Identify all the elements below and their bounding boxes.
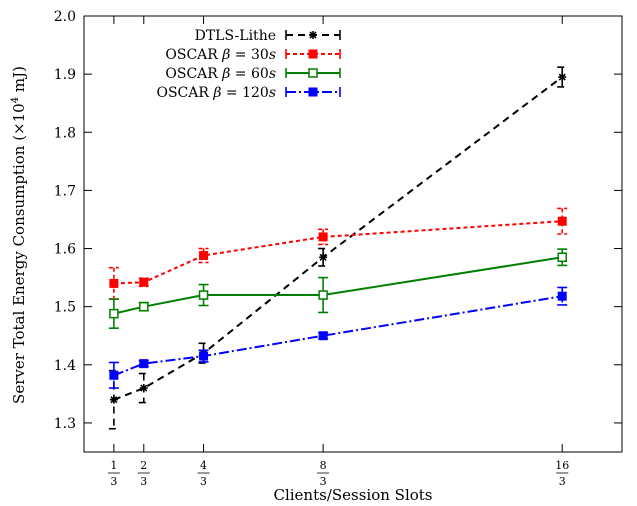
legend-label-beta: β xyxy=(212,85,221,101)
legend-label-unit: s xyxy=(269,66,276,82)
x-tick-denominator: 3 xyxy=(110,475,117,488)
star-marker xyxy=(309,31,317,39)
square-marker xyxy=(199,251,209,261)
star-marker xyxy=(139,384,148,393)
x-axis-title: Clients/Session Slots xyxy=(273,486,432,504)
square-marker xyxy=(318,331,328,341)
x-tick-numerator: 8 xyxy=(320,459,327,472)
square-marker xyxy=(139,277,149,287)
legend-label-2: OSCAR β = 60s xyxy=(165,66,276,82)
axis-ticks: 1.3 1.4 1.5 1.6 1.7 1.8 1.9 2.0 1 3 2 3 4 3 8 3 16 3 xyxy=(54,9,622,488)
y-axis-title: Server Total Energy Consumption (×104 mJ… xyxy=(10,66,28,404)
open-square-marker xyxy=(557,252,567,263)
star-marker-stroke xyxy=(309,31,317,39)
y-axis-title-suffix: mJ) xyxy=(10,66,28,97)
series-0 xyxy=(108,66,568,430)
x-tick-numerator: 1 xyxy=(110,459,117,472)
y-tick-label: 2.0 xyxy=(54,9,76,25)
legend-label-1: OSCAR β = 30s xyxy=(165,47,276,63)
x-tick-denominator: 3 xyxy=(140,475,147,488)
legend-label-value: = 120 xyxy=(221,85,268,101)
series-2 xyxy=(108,248,568,329)
y-tick-label: 1.9 xyxy=(54,67,76,83)
square-marker xyxy=(557,291,567,301)
series-line xyxy=(113,76,563,401)
legend-label-text: OSCAR xyxy=(165,66,222,82)
open-square-marker xyxy=(109,308,119,319)
y-axis-title-prefix: Server Total Energy Consumption (×10 xyxy=(10,103,28,404)
legend-label-beta: β xyxy=(221,66,230,82)
legend-label-unit: s xyxy=(269,47,276,63)
y-tick-label: 1.8 xyxy=(54,125,76,141)
star-marker-stroke xyxy=(140,384,148,392)
y-tick-label: 1.4 xyxy=(54,358,76,374)
star-marker-stroke xyxy=(558,73,566,81)
square-marker xyxy=(199,351,209,361)
star-marker xyxy=(319,253,328,262)
square-marker xyxy=(557,216,567,226)
y-tick-label: 1.3 xyxy=(54,416,76,432)
square-marker xyxy=(109,278,119,288)
series-line xyxy=(113,295,563,377)
square-marker xyxy=(308,49,318,59)
legend-label-3: OSCAR β = 120s xyxy=(156,85,276,101)
square-marker xyxy=(318,232,328,242)
legend-label-value: = 60 xyxy=(230,66,268,82)
x-tick-denominator: 3 xyxy=(559,475,566,488)
series-3 xyxy=(108,286,568,389)
x-tick-numerator: 4 xyxy=(200,459,207,472)
square-marker xyxy=(109,370,119,380)
legend-label-text: OSCAR xyxy=(165,47,222,63)
y-tick-label: 1.7 xyxy=(54,183,76,199)
series-line xyxy=(113,220,563,285)
legend-label-text: OSCAR xyxy=(156,85,213,101)
legend-label-beta: β xyxy=(221,47,230,63)
square-marker xyxy=(139,359,149,369)
square-marker xyxy=(308,87,318,97)
y-axis-title-exponent: 4 xyxy=(10,97,21,103)
open-square-marker xyxy=(198,290,209,300)
x-tick-numerator: 16 xyxy=(555,459,569,472)
y-tick-label: 1.5 xyxy=(54,300,76,316)
x-tick-denominator: 3 xyxy=(200,475,207,488)
star-marker xyxy=(558,73,567,82)
series-1 xyxy=(108,207,568,300)
series-layer xyxy=(108,66,568,430)
legend-label-value: = 30 xyxy=(230,47,268,63)
open-square-marker xyxy=(139,301,149,312)
legend-label-unit: s xyxy=(269,85,276,101)
open-square-marker xyxy=(318,290,328,300)
x-tick-denominator: 3 xyxy=(320,475,327,488)
star-marker-stroke xyxy=(319,253,327,261)
star-marker xyxy=(109,395,118,404)
x-tick-numerator: 2 xyxy=(140,459,147,472)
legend-label-0: DTLS-Lithe xyxy=(195,28,276,44)
y-tick-label: 1.6 xyxy=(54,242,76,258)
star-marker-stroke xyxy=(110,396,118,404)
open-square-marker xyxy=(308,68,318,78)
plot-frame xyxy=(83,15,623,453)
